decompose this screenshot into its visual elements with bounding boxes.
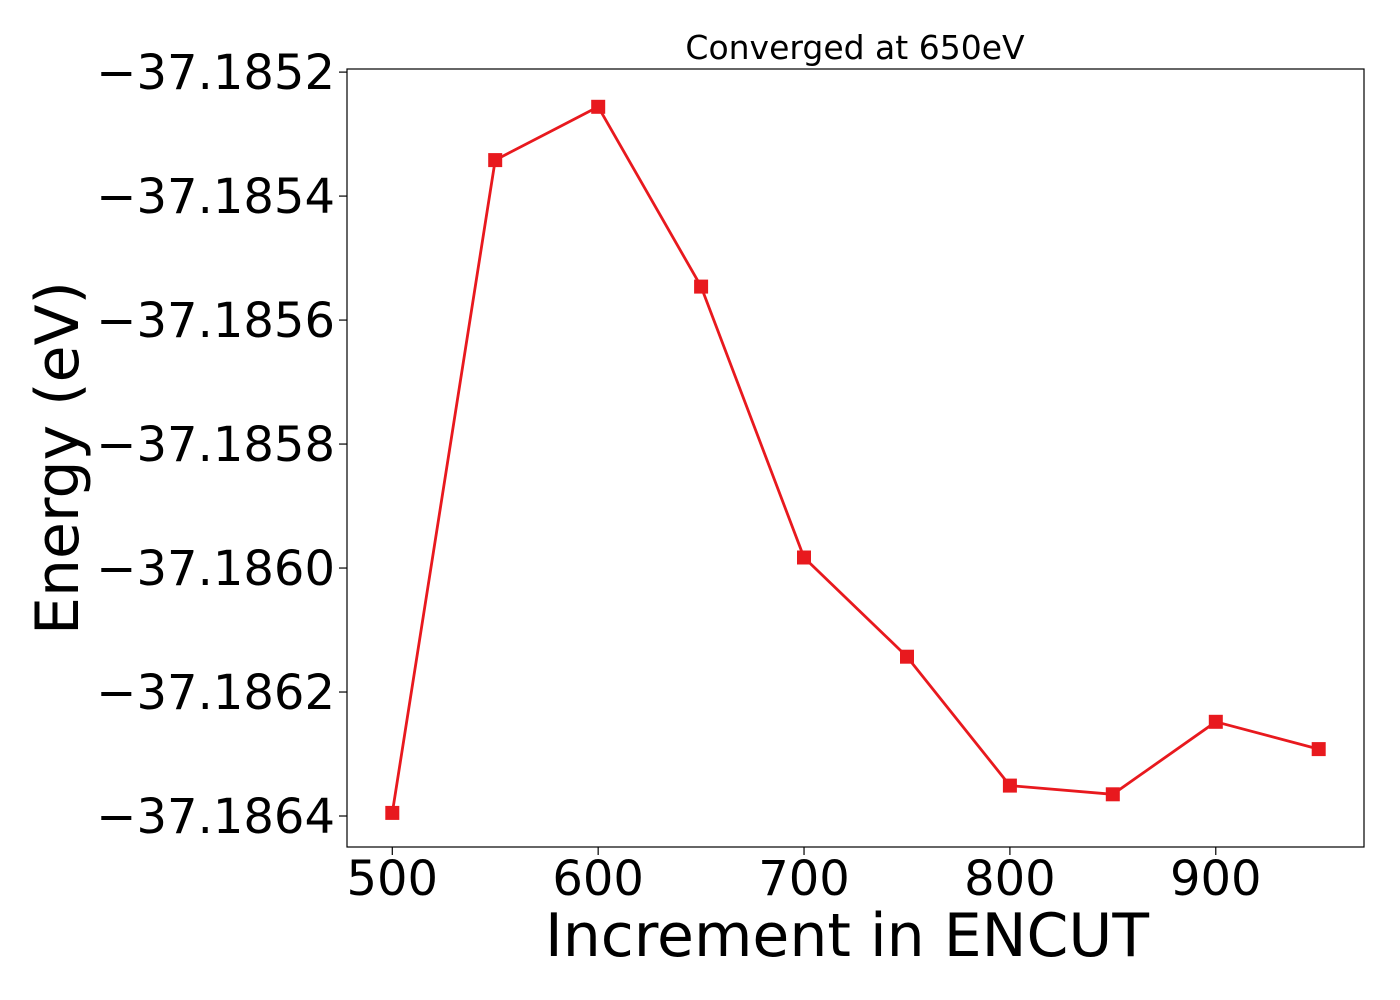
y-tick-label: −37.1854 xyxy=(96,169,335,225)
data-point-marker xyxy=(1208,714,1223,729)
plot-area xyxy=(385,99,1326,820)
chart-title: Converged at 650eV xyxy=(685,28,1025,67)
y-tick-label: −37.1860 xyxy=(96,541,335,597)
data-point-marker xyxy=(1002,778,1017,793)
data-point-marker xyxy=(694,279,709,294)
data-point-marker xyxy=(900,649,914,664)
series-line xyxy=(390,105,1320,814)
data-point-marker xyxy=(385,805,400,820)
y-tick-label: −37.1852 xyxy=(96,45,335,101)
x-tick-label: 700 xyxy=(758,851,850,907)
y-tick-label: −37.1862 xyxy=(96,665,335,721)
y-axis-label: Energy (eV) xyxy=(23,281,93,635)
y-tick-label: −37.1864 xyxy=(96,789,335,845)
data-point-marker xyxy=(1105,787,1120,802)
data-point-marker xyxy=(591,99,606,114)
data-point-marker xyxy=(1311,742,1326,757)
x-tick-label: 500 xyxy=(346,851,438,907)
data-point-marker xyxy=(488,153,503,168)
x-axis: 500 600 700 800 900 xyxy=(346,847,1262,907)
x-tick-label: 800 xyxy=(964,851,1056,907)
y-tick-label: −37.1858 xyxy=(96,417,335,473)
x-axis-label: Increment in ENCUT xyxy=(545,901,1149,971)
x-tick-label: 600 xyxy=(552,851,644,907)
x-tick-label: 900 xyxy=(1170,851,1262,907)
data-point-marker xyxy=(797,550,811,565)
y-tick-label: −37.1856 xyxy=(96,293,335,349)
plot-frame xyxy=(346,68,1365,848)
y-axis: −37.1864 −37.1862 −37.1860 −37.1858 −37.1856… xyxy=(96,45,347,845)
